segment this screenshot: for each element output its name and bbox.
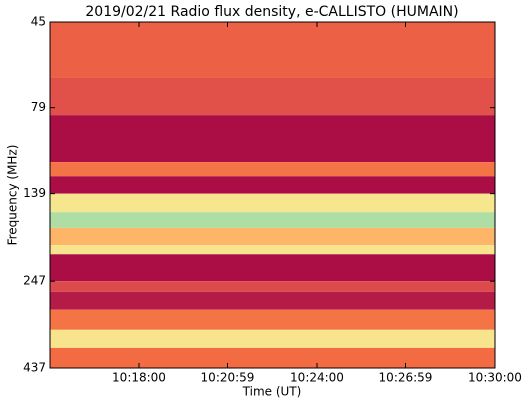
x-tick-label: 10:26:59 xyxy=(379,371,433,385)
spectrogram-band xyxy=(50,347,495,368)
spectrogram-band xyxy=(50,22,495,78)
x-tick-label: 10:24:00 xyxy=(290,371,344,385)
y-axis-label: Frequency (MHz) xyxy=(6,145,20,246)
plot-frame xyxy=(49,21,496,369)
spectrogram-band xyxy=(50,193,495,213)
y-tick-label: 437 xyxy=(23,361,46,375)
y-tick-label: 139 xyxy=(23,186,46,200)
spectrogram-band xyxy=(50,329,495,348)
spectrogram-band xyxy=(50,291,495,310)
chart-title: 2019/02/21 Radio flux density, e-CALLIST… xyxy=(85,4,458,20)
y-tick-label: 45 xyxy=(31,15,46,29)
y-tick-label: 79 xyxy=(31,100,46,114)
spectrogram-band xyxy=(50,212,495,228)
x-axis-label: Time (UT) xyxy=(242,385,302,399)
spectrogram-band xyxy=(50,176,495,194)
spectrogram-band xyxy=(50,227,495,246)
x-tick-label: 10:18:00 xyxy=(112,371,166,385)
spectrogram-band xyxy=(50,77,495,116)
spectrogram-band xyxy=(50,245,495,255)
spectrogram-band xyxy=(50,162,495,177)
spectrogram-band xyxy=(50,115,495,163)
spectrogram-band xyxy=(50,254,495,282)
x-tick-label: 10:20:59 xyxy=(201,371,255,385)
spectrogram-band xyxy=(50,281,495,292)
spectrogram-band xyxy=(50,309,495,330)
y-tick-label: 247 xyxy=(23,274,46,288)
x-tick-label: 10:30:00 xyxy=(468,371,522,385)
